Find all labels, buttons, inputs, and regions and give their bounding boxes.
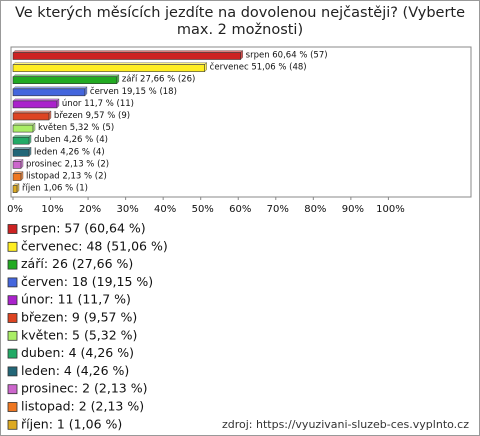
legend-label: září: 26 (27,66 %) — [21, 256, 133, 271]
legend-swatch — [7, 224, 18, 234]
x-tick-label: 10% — [41, 204, 63, 215]
legend-swatch — [7, 241, 18, 252]
plot-frame — [10, 46, 472, 198]
bar-label: únor 11,7 % (11) — [62, 99, 134, 109]
x-tick-label: 80% — [304, 204, 326, 215]
bar-label: březen 9,57 % (9) — [54, 111, 130, 121]
bar-side — [84, 86, 88, 97]
bar — [12, 112, 50, 121]
bar — [12, 173, 22, 181]
bar — [12, 185, 18, 193]
legend-swatch — [7, 402, 18, 412]
bar-top — [12, 122, 36, 126]
legend-swatch — [7, 330, 18, 341]
legend-swatch — [7, 313, 18, 323]
bar-top — [12, 147, 32, 150]
bar-top — [12, 62, 208, 65]
x-tick-label: 50% — [192, 204, 214, 215]
bar-label: září 27,66 % (26) — [122, 75, 196, 85]
bar — [12, 52, 241, 60]
legend-label: leden: 4 (4,26 %) — [21, 363, 129, 378]
legend-swatch — [7, 295, 18, 306]
legend-swatch — [7, 366, 18, 377]
bar-top — [12, 98, 60, 102]
x-tick-label: 100% — [376, 204, 405, 215]
x-tick-label: 30% — [117, 204, 139, 215]
x-tick-label: 60% — [229, 204, 251, 215]
legend-label: červen: 18 (19,15 %) — [21, 274, 153, 289]
bar — [12, 100, 58, 109]
bar-label: květen 5,32 % (5) — [38, 123, 114, 133]
chart-title: Ve kterých měsících jezdíte na dovolenou… — [14, 5, 466, 38]
bar — [12, 161, 22, 169]
bar-side — [116, 74, 120, 85]
legend-label: prosinec: 2 (2,13 %) — [21, 381, 147, 396]
x-tick-label: 70% — [267, 204, 289, 215]
source: zdroj: https://vyuzivani-sluzeb-ces.vypl… — [222, 418, 469, 431]
bar-label: srpen 60,64 % (57) — [246, 51, 328, 61]
bar-label: červen 19,15 % (18) — [90, 86, 177, 97]
legend-label: duben: 4 (4,26 %) — [21, 345, 134, 360]
legend-label: březen: 9 (9,57 %) — [21, 310, 137, 325]
legend-label: květen: 5 (5,32 %) — [21, 327, 137, 342]
bar-label: listopad 2,13 % (2) — [26, 172, 107, 182]
bar-top — [12, 86, 88, 90]
bar-label: leden 4,26 % (4) — [34, 147, 105, 157]
bar-label: říjen 1,06 % (1) — [22, 184, 88, 194]
bar-top — [12, 134, 32, 138]
legend-label: listopad: 2 (2,13 %) — [21, 399, 144, 414]
bar-label: červenec 51,06 % (48) — [210, 62, 307, 73]
bar — [12, 64, 205, 72]
bar — [12, 88, 86, 97]
bar-top — [12, 74, 120, 77]
legend-label: říjen: 1 (1,06 %) — [21, 416, 122, 431]
bar-top — [12, 110, 52, 114]
x-tick-label: 90% — [342, 204, 364, 215]
x-tick-label: 0% — [7, 204, 23, 215]
bar — [12, 76, 118, 84]
legend-swatch — [7, 277, 18, 288]
bar-label: duben 4,26 % (4) — [34, 135, 108, 145]
legend-label: červenec: 48 (51,06 %) — [21, 238, 168, 253]
bar — [12, 136, 30, 145]
x-tick-label: 40% — [154, 204, 176, 215]
legend-label: únor: 11 (11,7 %) — [21, 292, 131, 307]
legend-swatch — [7, 419, 18, 430]
legend-swatch — [7, 348, 18, 359]
x-tick-label: 20% — [79, 204, 101, 215]
legend-swatch — [7, 384, 18, 395]
bar-label: prosinec 2,13 % (2) — [26, 159, 109, 169]
legend-swatch — [7, 259, 18, 270]
bar — [12, 149, 30, 157]
legend-label: srpen: 57 (60,64 %) — [21, 221, 146, 236]
bar — [12, 124, 34, 133]
